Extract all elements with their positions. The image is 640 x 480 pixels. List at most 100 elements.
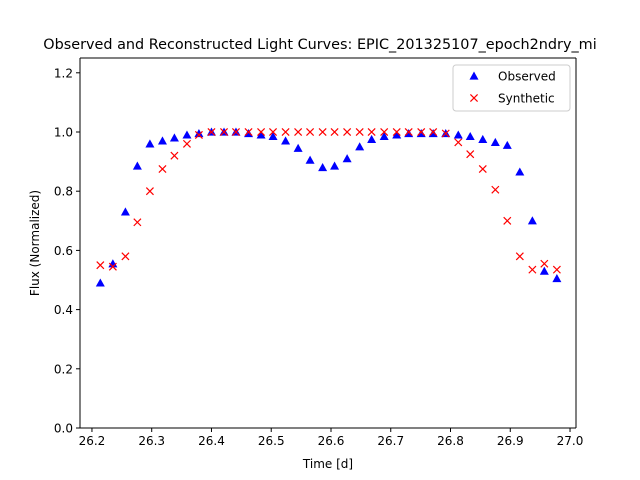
axes [79,57,577,429]
observed-point [281,136,291,145]
synthetic-point [318,127,327,137]
observed-point [515,167,525,176]
x-tick-label: 26.6 [318,434,345,448]
plot-area [80,58,576,428]
synthetic-point [404,127,413,137]
synthetic-point [429,127,438,137]
synthetic-point [343,127,352,137]
synthetic-point [491,185,500,194]
observed-point [539,266,549,275]
observed-point [342,154,352,163]
synthetic-point [503,216,512,225]
synthetic-point [367,127,376,137]
synthetic-point [121,252,130,261]
synthetic-point [330,127,339,137]
synthetic-point [380,127,389,137]
synthetic-point [552,265,561,274]
x-tick-label: 27.0 [557,434,584,448]
x-tick-label: 26.9 [497,434,524,448]
y-tick-label: 1.2 [54,66,73,80]
synthetic-point [257,127,266,137]
synthetic-point [528,265,537,274]
synthetic-point [219,127,229,137]
observed-point [293,143,303,152]
observed-point [95,278,105,287]
observed-point [527,216,537,225]
y-tick-label: 0.0 [54,422,73,436]
observed-point [108,259,118,268]
observed-point [490,137,500,146]
observed-point [132,161,142,170]
observed-point [379,131,389,141]
synthetic-point [306,127,315,137]
synthetic-point [207,127,216,137]
x-axis-label: Time [d] [302,457,353,471]
synthetic-point [244,127,253,137]
synthetic-point [145,187,154,196]
synthetic-point [281,127,290,137]
synthetic-point [454,138,463,147]
observed-point [305,155,315,164]
series-synthetic [96,127,561,274]
observed-point [465,131,475,141]
y-tick-label: 0.4 [54,303,73,317]
observed-point [157,136,167,145]
observed-point [120,207,130,216]
synthetic-point [466,150,475,159]
observed-point [453,130,463,139]
y-tick-label: 0.6 [54,244,73,258]
synthetic-point [441,129,450,138]
observed-point [502,140,512,149]
x-tick-label: 26.8 [437,434,464,448]
legend: Observed Synthetic [452,64,571,112]
synthetic-point [478,164,487,174]
synthetic-point [268,127,278,137]
y-tick-label: 0.8 [54,185,73,199]
y-tick-label: 1.0 [54,126,73,140]
synthetic-point [294,127,303,137]
observed-point [330,161,340,170]
synthetic-point [417,127,426,137]
synthetic-point [96,261,105,270]
observed-point [256,130,266,139]
observed-point [478,134,488,143]
x-tick-label: 26.2 [79,434,106,448]
synthetic-point [355,127,364,137]
x-tick-label: 26.5 [258,434,285,448]
data-marks [95,127,562,287]
synthetic-point [515,252,524,261]
synthetic-point [540,259,549,268]
observed-point [367,134,377,143]
observed-point [268,131,278,141]
observed-point [145,139,155,148]
synthetic-point [182,139,191,148]
chart-title: Observed and Reconstructed Light Curves:… [43,37,596,53]
x-tick-label: 26.4 [198,434,225,448]
observed-point [552,274,562,283]
observed-point [194,128,204,138]
y-axis-label: Flux (Normalized) [28,190,42,296]
synthetic-point [133,218,142,227]
x-tick-label: 26.7 [377,434,404,448]
synthetic-point [170,151,179,160]
plot-background [80,58,576,428]
synthetic-point [194,130,203,139]
synthetic-point [392,127,401,137]
legend-entry-synthetic: Synthetic [498,92,555,106]
observed-point [169,133,179,142]
synthetic-point [158,164,167,174]
observed-point [182,130,192,139]
x-tick-label: 26.3 [138,434,165,448]
legend-synthetic-marker [469,93,479,103]
observed-point [318,163,328,172]
synthetic-point [231,127,240,137]
y-tick-label: 0.2 [54,362,73,376]
observed-point [392,130,402,139]
legend-observed-marker [469,71,479,80]
legend-entry-observed: Observed [498,70,556,84]
observed-point [355,142,365,151]
tick-marks: 26.2 26.3 26.4 26.5 26.6 26.7 26.8 26.9 27.0 0.0 0… [54,66,583,448]
legend-box [452,64,571,112]
synthetic-point [108,262,117,271]
